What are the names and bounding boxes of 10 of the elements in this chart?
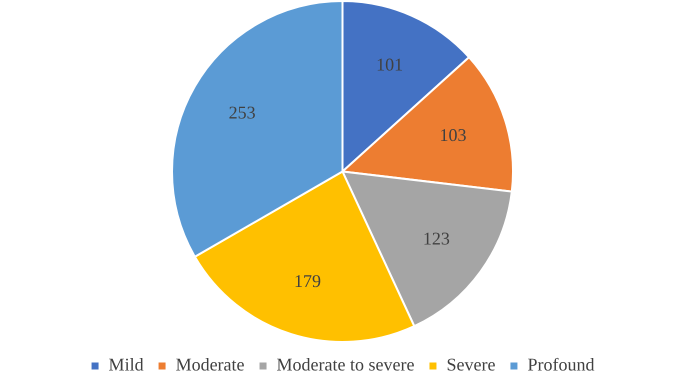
- legend-label: Mild: [108, 354, 144, 375]
- data-label: 179: [294, 270, 322, 291]
- legend-label: Profound: [527, 354, 594, 375]
- legend-label: Severe: [446, 354, 496, 375]
- legend-label: Moderate to severe: [276, 354, 414, 375]
- legend-label: Moderate: [176, 354, 245, 375]
- data-label: 101: [376, 54, 404, 74]
- data-label: 253: [228, 102, 256, 122]
- data-label: 103: [439, 125, 466, 146]
- data-label: 123: [422, 228, 450, 248]
